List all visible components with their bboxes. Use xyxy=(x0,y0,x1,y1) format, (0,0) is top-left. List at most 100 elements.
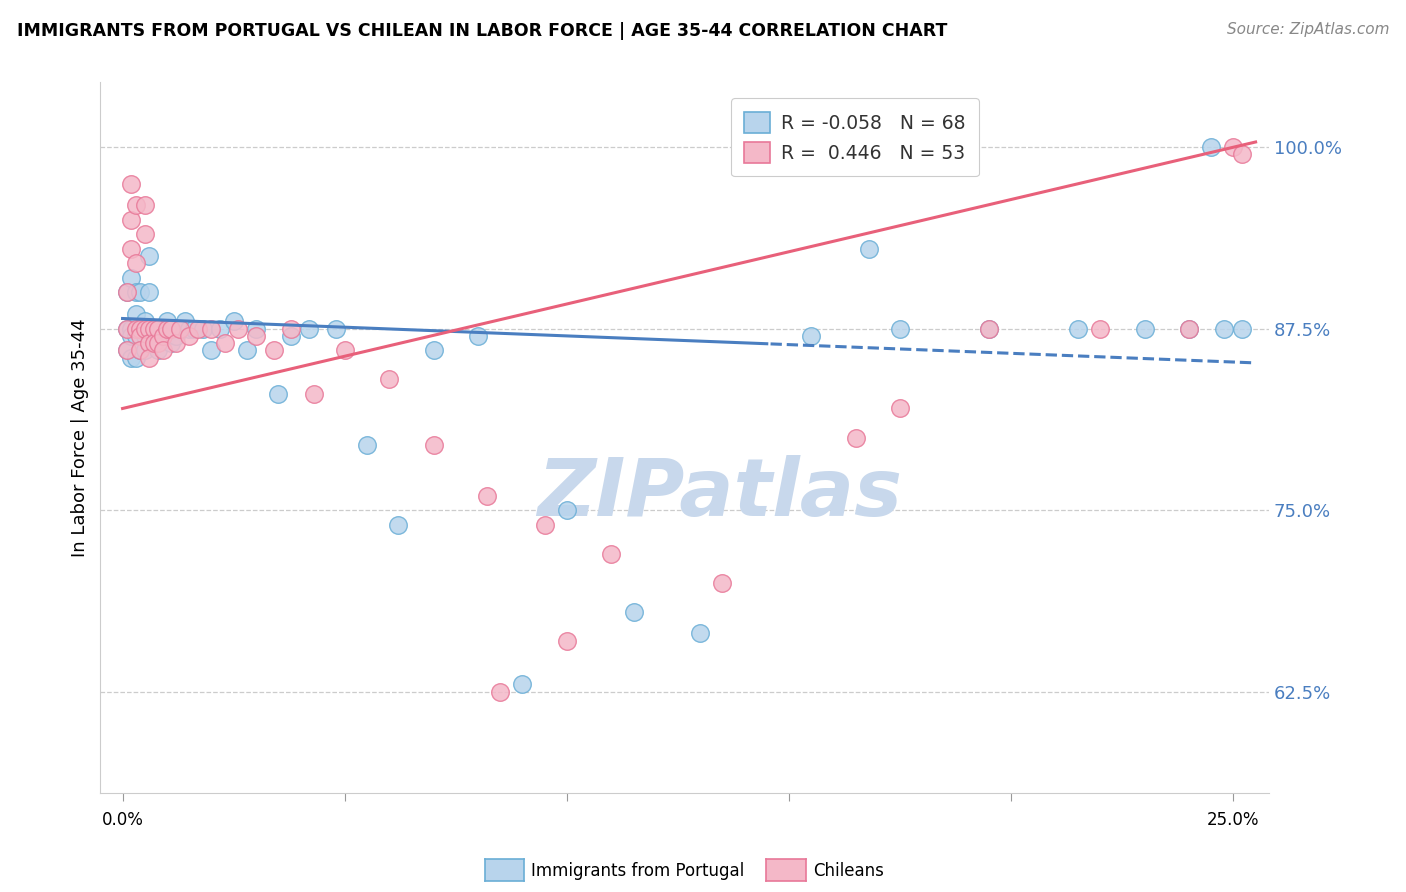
Point xyxy=(125,198,148,212)
Text: Chileans: Chileans xyxy=(813,862,883,880)
Point xyxy=(1178,321,1201,335)
Point xyxy=(138,321,160,335)
Point xyxy=(152,329,174,343)
Point xyxy=(138,336,160,351)
Point xyxy=(156,329,179,343)
Point xyxy=(298,321,321,335)
Point xyxy=(302,387,325,401)
Point xyxy=(120,270,142,285)
Point xyxy=(120,177,142,191)
Point xyxy=(267,387,290,401)
Point xyxy=(333,343,356,358)
Point xyxy=(125,307,148,321)
Point xyxy=(977,321,1000,335)
Point xyxy=(689,626,711,640)
Point xyxy=(146,321,169,335)
Point xyxy=(422,438,444,452)
Point xyxy=(125,321,148,335)
Point xyxy=(115,285,138,300)
Point xyxy=(1213,321,1236,335)
Point xyxy=(120,212,142,227)
Point xyxy=(134,198,156,212)
Point xyxy=(245,329,267,343)
Point xyxy=(191,321,214,335)
Point xyxy=(209,321,232,335)
Point xyxy=(142,336,165,351)
Point xyxy=(142,321,165,335)
Point xyxy=(1232,321,1254,335)
Point xyxy=(115,343,138,358)
Point xyxy=(179,321,201,335)
Point xyxy=(134,329,156,343)
Point xyxy=(889,321,911,335)
Point xyxy=(125,351,148,365)
Point xyxy=(138,249,160,263)
Point xyxy=(146,336,169,351)
Point xyxy=(378,372,401,386)
Point xyxy=(356,438,378,452)
Point xyxy=(120,321,142,335)
Point xyxy=(200,343,222,358)
Point xyxy=(845,430,868,444)
Point xyxy=(160,321,183,335)
Point xyxy=(125,329,148,343)
Point xyxy=(142,321,165,335)
Text: 25.0%: 25.0% xyxy=(1208,811,1260,829)
Point xyxy=(214,336,236,351)
Point xyxy=(187,321,209,335)
Point xyxy=(125,285,148,300)
Point xyxy=(533,517,555,532)
Point xyxy=(1199,140,1222,154)
Point xyxy=(120,242,142,256)
Point xyxy=(183,321,205,335)
Point xyxy=(623,605,645,619)
Point xyxy=(1067,321,1090,335)
Point xyxy=(129,285,152,300)
Point xyxy=(134,343,156,358)
Point xyxy=(800,329,823,343)
Point xyxy=(134,321,156,335)
Point xyxy=(138,285,160,300)
Point xyxy=(600,547,623,561)
Point xyxy=(152,321,174,335)
Point xyxy=(134,227,156,242)
Point xyxy=(512,677,534,691)
Point xyxy=(169,321,191,335)
Point xyxy=(200,321,222,335)
Point xyxy=(160,321,183,335)
Point xyxy=(711,575,734,590)
Point xyxy=(165,329,187,343)
Point xyxy=(222,314,245,328)
Point xyxy=(115,343,138,358)
Text: Immigrants from Portugal: Immigrants from Portugal xyxy=(531,862,745,880)
Point xyxy=(226,321,249,335)
Point xyxy=(280,329,302,343)
Point xyxy=(129,329,152,343)
Point xyxy=(179,329,201,343)
Point xyxy=(146,343,169,358)
Y-axis label: In Labor Force | Age 35-44: In Labor Force | Age 35-44 xyxy=(72,318,89,557)
Point xyxy=(160,336,183,351)
Point xyxy=(1088,321,1111,335)
Point xyxy=(280,321,302,335)
Point xyxy=(115,321,138,335)
Point xyxy=(1178,321,1201,335)
Point xyxy=(467,329,489,343)
Point xyxy=(263,343,285,358)
Point xyxy=(142,329,165,343)
Point xyxy=(146,321,169,335)
Point xyxy=(422,343,444,358)
Point xyxy=(156,321,179,335)
Point xyxy=(555,633,578,648)
Point xyxy=(1232,147,1254,161)
Point xyxy=(236,343,259,358)
Point xyxy=(138,321,160,335)
Point xyxy=(245,321,267,335)
Point xyxy=(138,336,160,351)
Point xyxy=(146,329,169,343)
Text: IMMIGRANTS FROM PORTUGAL VS CHILEAN IN LABOR FORCE | AGE 35-44 CORRELATION CHART: IMMIGRANTS FROM PORTUGAL VS CHILEAN IN L… xyxy=(17,22,948,40)
Point xyxy=(115,285,138,300)
Point xyxy=(120,329,142,343)
Point xyxy=(142,321,165,335)
Point xyxy=(134,314,156,328)
